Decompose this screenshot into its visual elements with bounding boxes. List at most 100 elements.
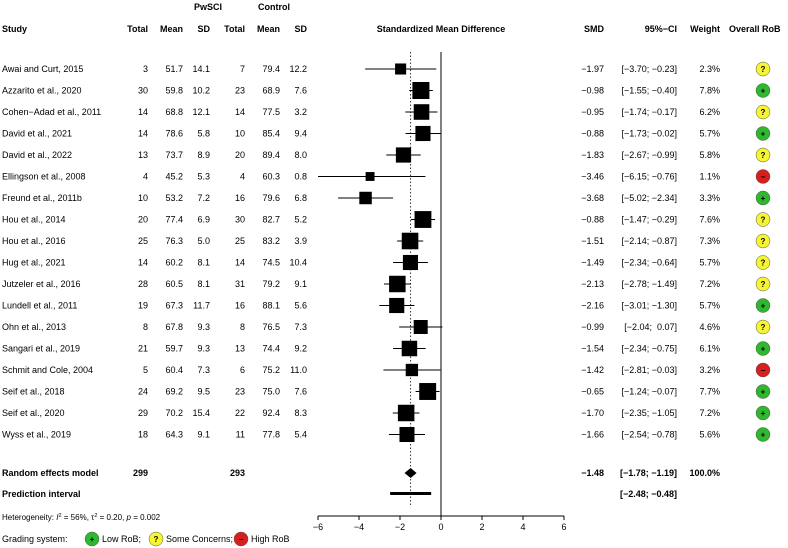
column-header-study: Study [2, 24, 27, 34]
study-row: Hou et al., 2014 20 77.4 6.9 30 82.7 5.2 −0.88 [… [2, 211, 771, 228]
sd-pwsci: 15.4 [192, 408, 210, 418]
sd-pwsci: 12.1 [192, 107, 210, 117]
mean-pwsci: 77.4 [165, 215, 183, 225]
rob-symbol: ? [761, 151, 766, 160]
summary-row: Random effects model 299 293 −1.48 [−1.7… [2, 468, 720, 478]
ci-value: [−1.24; −0.07] [621, 387, 677, 397]
mean-pwsci: 59.7 [165, 344, 183, 354]
weight-value: 4.6% [699, 322, 720, 332]
legend-some-concerns-text: Some Concerns; [166, 534, 233, 544]
smd-value: −1.70 [581, 408, 604, 418]
column-header-mean-pwsci: Mean [160, 24, 183, 34]
rob-low-icon [755, 427, 771, 442]
i2-value: = 56%, [62, 513, 92, 522]
study-name: Wyss et al., 2019 [2, 430, 71, 440]
total-control: 23 [235, 387, 245, 397]
sd-pwsci: 8.9 [197, 150, 210, 160]
sd-control: 12.2 [289, 64, 307, 74]
ci-value: [−2.78; −1.49] [621, 279, 677, 289]
legend-some-concerns-icon [148, 531, 164, 547]
tau-value: = 0.20, [97, 513, 126, 522]
total-pwsci: 25 [138, 236, 148, 246]
smd-value: −0.99 [581, 322, 604, 332]
rob-symbol: ? [761, 216, 766, 225]
smd-value: −0.88 [581, 129, 604, 139]
x-tick-label: −4 [354, 522, 364, 532]
ci-value: [−1.74; −0.17] [621, 107, 677, 117]
mean-control: 79.4 [262, 64, 280, 74]
ci-value: [−2.04; 0.07] [624, 322, 677, 332]
study-name: David et al., 2022 [2, 150, 72, 160]
mean-control: 74.5 [262, 258, 280, 268]
column-header-smd: SMD [584, 24, 605, 34]
study-name: Azzarito et al., 2020 [2, 86, 82, 96]
weight-value: 7.2% [699, 408, 720, 418]
rob-symbol: + [761, 302, 766, 311]
smd-value: −3.46 [581, 172, 604, 182]
summary-total-control: 293 [230, 468, 245, 478]
rob-low-icon [755, 298, 771, 313]
rob-low-icon [755, 384, 771, 399]
weight-value: 5.7% [699, 258, 720, 268]
mean-pwsci: 73.7 [165, 150, 183, 160]
total-control: 16 [235, 193, 245, 203]
weight-value: 7.2% [699, 279, 720, 289]
smd-value: −0.95 [581, 107, 604, 117]
total-pwsci: 14 [138, 107, 148, 117]
study-row: Schmit and Cole, 2004 5 60.4 7.3 6 75.2 11.0 −1… [2, 362, 771, 378]
sd-control: 7.6 [294, 387, 307, 397]
smd-marker [401, 340, 418, 357]
weight-value: 7.7% [699, 387, 720, 397]
ci-value: [−2.34; −0.64] [621, 258, 677, 268]
mean-pwsci: 64.3 [165, 430, 183, 440]
mean-pwsci: 59.8 [165, 86, 183, 96]
i2-symbol: I [56, 513, 59, 522]
x-tick-label: 4 [520, 522, 525, 532]
summary-total-pwsci: 299 [133, 468, 148, 478]
sd-control: 10.4 [289, 258, 307, 268]
mean-control: 60.3 [262, 172, 280, 182]
total-control: 10 [235, 129, 245, 139]
summary-weight: 100.0% [689, 468, 720, 478]
mean-control: 76.5 [262, 322, 280, 332]
column-header-sd-control: SD [294, 24, 307, 34]
rob-symbol: − [761, 366, 766, 375]
sd-control: 8.0 [294, 150, 307, 160]
legend-low-rob-text: Low RoB; [102, 534, 141, 544]
grading-legend: Grading system: + Low RoB; ? Some Concer… [2, 531, 290, 547]
mean-control: 92.4 [262, 408, 280, 418]
group-header-pwsci: PwSCI [194, 2, 222, 12]
smd-marker [401, 232, 419, 250]
smd-value: −1.54 [581, 344, 604, 354]
column-header-smd-plot: Standardized Mean Difference [377, 24, 506, 34]
smd-value: −1.66 [581, 430, 604, 440]
mean-control: 74.4 [262, 344, 280, 354]
sd-control: 6.8 [294, 193, 307, 203]
mean-control: 68.9 [262, 86, 280, 96]
sd-control: 0.8 [294, 172, 307, 182]
smd-marker [389, 297, 405, 314]
summary-ci: [−1.78; −1.19] [620, 468, 677, 478]
total-pwsci: 30 [138, 86, 148, 96]
study-row: Freund et al., 2011b 10 53.2 7.2 16 79.6 6.8 −3… [2, 190, 771, 206]
mean-pwsci: 60.2 [165, 258, 183, 268]
mean-control: 89.4 [262, 150, 280, 160]
summary-diamond [404, 468, 417, 478]
smd-marker [399, 426, 415, 443]
rob-symbol: + [761, 431, 766, 440]
rob-low-icon [755, 405, 771, 421]
smd-value: −3.68 [581, 193, 604, 203]
legend-low-rob-icon [84, 531, 100, 547]
mean-control: 77.8 [262, 430, 280, 440]
grading-legend-label: Grading system: [2, 534, 68, 544]
study-row: Seif et al., 2018 24 69.2 9.5 23 75.0 7.6 −0.65… [2, 383, 771, 400]
rob-low-icon [755, 190, 771, 206]
mean-control: 85.4 [262, 129, 280, 139]
total-pwsci: 21 [138, 344, 148, 354]
heterogeneity-text: Heterogeneity: I2 = 56%, τ2 = 0.20, p = … [2, 513, 161, 522]
group-header-control: Control [258, 2, 290, 12]
smd-value: −1.51 [581, 236, 604, 246]
rob-symbol: ? [761, 280, 766, 289]
rob-some-icon [755, 233, 771, 249]
